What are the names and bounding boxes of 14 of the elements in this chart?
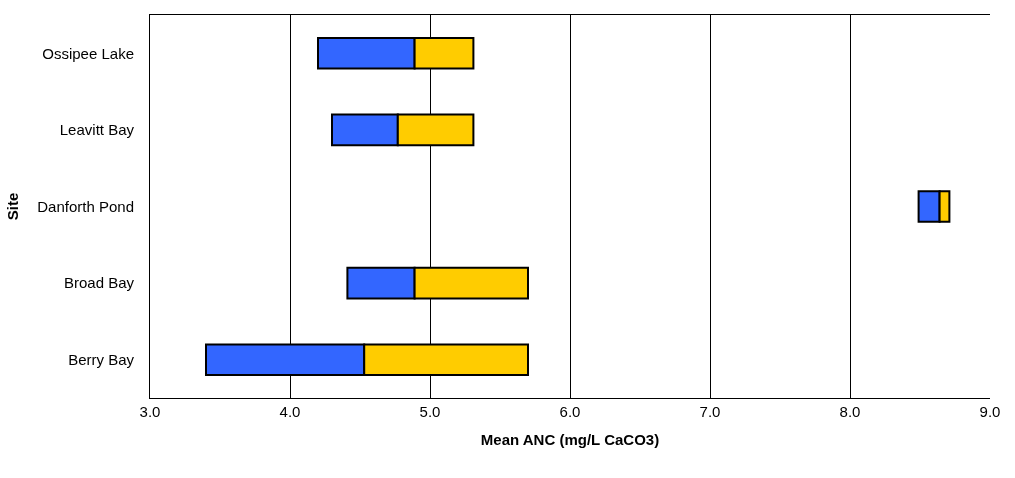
x-tick-label: 3.0 [139,403,161,420]
x-tick-label: 7.0 [699,403,721,420]
y-tick-label: Leavitt Bay [59,121,135,139]
y-tick-label: Ossipee Lake [42,44,134,62]
y-tick-label: Berry Bay [68,350,135,368]
y-tick-label: Broad Bay [63,274,135,292]
x-tick-label: 6.0 [559,403,581,420]
y-axis-title: Site [3,192,21,221]
x-tick-label: 4.0 [279,403,301,420]
x-tick-label: 8.0 [839,403,861,420]
y-tick-label: Danforth Pond [37,197,134,215]
x-axis-title: Mean ANC (mg/L CaCO3) [480,431,660,448]
x-tick-label: 9.0 [979,403,1001,420]
x-tick-label: 5.0 [419,403,441,420]
